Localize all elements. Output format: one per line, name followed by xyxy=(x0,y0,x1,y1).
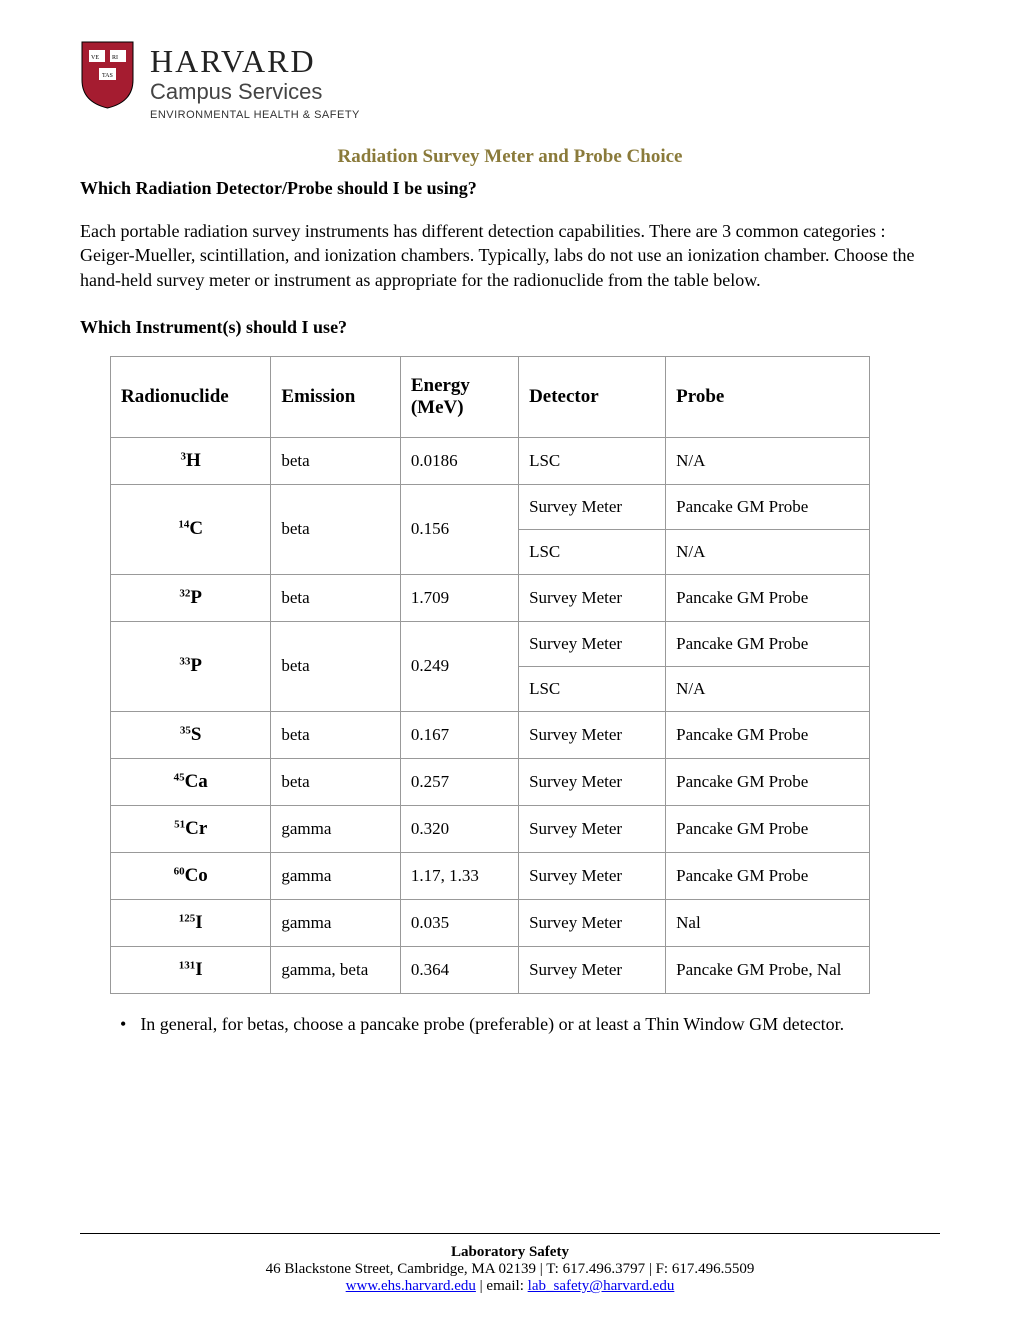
table-row: 60Cogamma1.17, 1.33Survey MeterPancake G… xyxy=(111,852,870,899)
footer-heading: Laboratory Safety xyxy=(80,1244,940,1261)
table-header-row: RadionuclideEmissionEnergy(MeV)DetectorP… xyxy=(111,356,870,437)
energy-cell: 0.035 xyxy=(400,899,518,946)
emission-cell: gamma, beta xyxy=(271,946,400,993)
table-row: 51Crgamma0.320Survey MeterPancake GM Pro… xyxy=(111,805,870,852)
table-header-cell: Energy(MeV) xyxy=(400,356,518,437)
table-row: 3Hbeta0.0186LSCN/A xyxy=(111,437,870,484)
logo-header: VE RI TAS HARVARD Campus Services ENVIRO… xyxy=(80,40,940,121)
nuclide-cell: 60Co xyxy=(111,852,271,899)
table-row: 45Cabeta0.257Survey MeterPancake GM Prob… xyxy=(111,758,870,805)
emission-cell: gamma xyxy=(271,805,400,852)
energy-cell: 0.364 xyxy=(400,946,518,993)
probe-cell: Pancake GM Probe xyxy=(666,805,870,852)
nuclide-cell: 14C xyxy=(111,484,271,574)
nuclide-cell: 51Cr xyxy=(111,805,271,852)
detector-cell: Survey Meter xyxy=(519,711,666,758)
svg-text:TAS: TAS xyxy=(102,73,113,79)
emission-cell: gamma xyxy=(271,852,400,899)
energy-cell: 0.257 xyxy=(400,758,518,805)
footer-rule xyxy=(80,1233,940,1234)
detector-cell: Survey Meter xyxy=(519,899,666,946)
page-title: Radiation Survey Meter and Probe Choice xyxy=(80,146,940,168)
emission-cell: beta xyxy=(271,574,400,621)
table-body: 3Hbeta0.0186LSCN/A14Cbeta0.156Survey Met… xyxy=(111,437,870,993)
energy-cell: 0.320 xyxy=(400,805,518,852)
table-row: 35Sbeta0.167Survey MeterPancake GM Probe xyxy=(111,711,870,758)
detector-cell: Survey Meter xyxy=(519,946,666,993)
footer-links: www.ehs.harvard.edu | email: lab_safety@… xyxy=(80,1278,940,1295)
detector-cell: LSC xyxy=(519,529,666,574)
detector-cell: Survey Meter xyxy=(519,574,666,621)
probe-cell: Pancake GM Probe xyxy=(666,758,870,805)
footer-email-link[interactable]: lab_safety@harvard.edu xyxy=(528,1278,675,1294)
nuclide-cell: 35S xyxy=(111,711,271,758)
detector-cell: Survey Meter xyxy=(519,484,666,529)
energy-cell: 0.249 xyxy=(400,621,518,711)
harvard-shield-icon: VE RI TAS xyxy=(80,40,135,110)
table-row: 14Cbeta0.156Survey MeterPancake GM Probe xyxy=(111,484,870,529)
probe-cell: Pancake GM Probe xyxy=(666,711,870,758)
energy-cell: 0.0186 xyxy=(400,437,518,484)
detector-cell: LSC xyxy=(519,666,666,711)
nuclide-cell: 125I xyxy=(111,899,271,946)
emission-cell: gamma xyxy=(271,899,400,946)
detector-cell: Survey Meter xyxy=(519,758,666,805)
probe-cell: Pancake GM Probe, Nal xyxy=(666,946,870,993)
table-row: 131Igamma, beta0.364Survey MeterPancake … xyxy=(111,946,870,993)
detector-cell: LSC xyxy=(519,437,666,484)
dept-name: Campus Services xyxy=(150,79,360,105)
footer-address: 46 Blackstone Street, Cambridge, MA 0213… xyxy=(80,1261,940,1278)
probe-cell: Pancake GM Probe xyxy=(666,621,870,666)
emission-cell: beta xyxy=(271,437,400,484)
note-text: In general, for betas, choose a pancake … xyxy=(140,1012,844,1036)
bullet-icon: • xyxy=(120,1012,126,1036)
org-name: HARVARD xyxy=(150,45,360,77)
nuclide-cell: 33P xyxy=(111,621,271,711)
detector-cell: Survey Meter xyxy=(519,805,666,852)
probe-cell: Nal xyxy=(666,899,870,946)
question-2: Which Instrument(s) should I use? xyxy=(80,317,940,338)
table-header-cell: Probe xyxy=(666,356,870,437)
probe-cell: N/A xyxy=(666,666,870,711)
table-header-cell: Emission xyxy=(271,356,400,437)
question-1: Which Radiation Detector/Probe should I … xyxy=(80,178,940,199)
note-item: • In general, for betas, choose a pancak… xyxy=(120,1012,940,1036)
table-row: 125Igamma0.035Survey MeterNal xyxy=(111,899,870,946)
emission-cell: beta xyxy=(271,758,400,805)
radionuclide-table: RadionuclideEmissionEnergy(MeV)DetectorP… xyxy=(110,356,870,994)
svg-text:VE: VE xyxy=(91,55,99,61)
probe-cell: Pancake GM Probe xyxy=(666,852,870,899)
table-row: 33Pbeta0.249Survey MeterPancake GM Probe xyxy=(111,621,870,666)
svg-text:RI: RI xyxy=(112,55,118,61)
table-header-cell: Radionuclide xyxy=(111,356,271,437)
emission-cell: beta xyxy=(271,711,400,758)
footer-sep: | email: xyxy=(476,1278,528,1294)
probe-cell: N/A xyxy=(666,437,870,484)
intro-paragraph: Each portable radiation survey instrumen… xyxy=(80,219,940,292)
table-row: 32Pbeta1.709Survey MeterPancake GM Probe xyxy=(111,574,870,621)
page-footer: Laboratory Safety 46 Blackstone Street, … xyxy=(80,1233,940,1295)
energy-cell: 1.17, 1.33 xyxy=(400,852,518,899)
emission-cell: beta xyxy=(271,484,400,574)
nuclide-cell: 131I xyxy=(111,946,271,993)
nuclide-cell: 32P xyxy=(111,574,271,621)
detector-cell: Survey Meter xyxy=(519,852,666,899)
probe-cell: Pancake GM Probe xyxy=(666,574,870,621)
notes-list: • In general, for betas, choose a pancak… xyxy=(120,1012,940,1036)
nuclide-cell: 45Ca xyxy=(111,758,271,805)
energy-cell: 0.167 xyxy=(400,711,518,758)
table-header-cell: Detector xyxy=(519,356,666,437)
header-text-block: HARVARD Campus Services ENVIRONMENTAL HE… xyxy=(150,40,360,121)
energy-cell: 1.709 xyxy=(400,574,518,621)
probe-cell: N/A xyxy=(666,529,870,574)
sub-dept: ENVIRONMENTAL HEALTH & SAFETY xyxy=(150,109,360,121)
detector-cell: Survey Meter xyxy=(519,621,666,666)
energy-cell: 0.156 xyxy=(400,484,518,574)
emission-cell: beta xyxy=(271,621,400,711)
probe-cell: Pancake GM Probe xyxy=(666,484,870,529)
footer-url-link[interactable]: www.ehs.harvard.edu xyxy=(346,1278,476,1294)
nuclide-cell: 3H xyxy=(111,437,271,484)
